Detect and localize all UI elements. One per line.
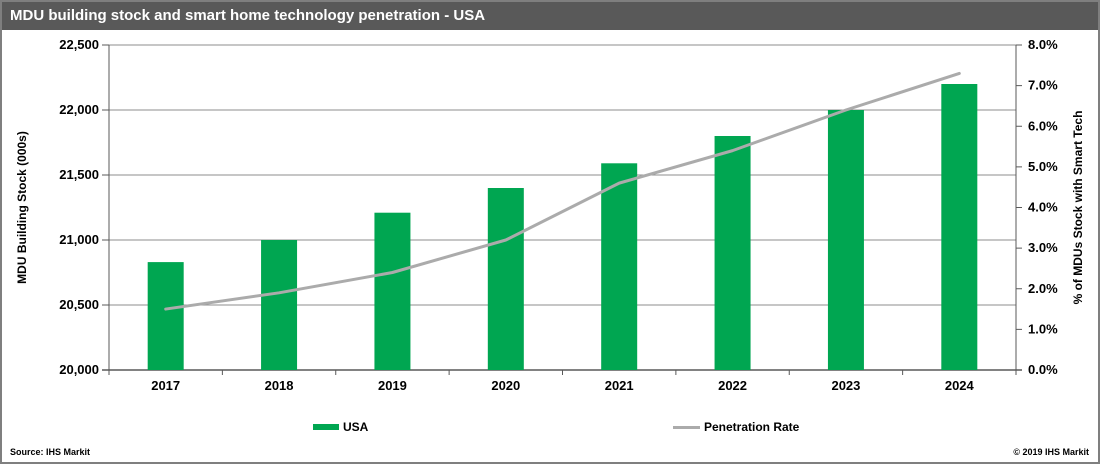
left-axis-tick-label: 21,500 (59, 167, 99, 182)
left-axis-tick-label: 22,500 (59, 37, 99, 52)
x-axis-label-2023: 2023 (831, 378, 860, 393)
x-axis-label-2020: 2020 (491, 378, 520, 393)
legend-item-usa: USA (313, 417, 368, 437)
bar-2022 (714, 136, 751, 370)
x-axis-label-2019: 2019 (378, 378, 407, 393)
left-axis-tick-label: 21,000 (59, 232, 99, 247)
x-axis-label-2024: 2024 (945, 378, 975, 393)
right-axis-tick-label: 5.0% (1028, 159, 1058, 174)
bar-2019 (374, 212, 411, 370)
chart-legend: USA Penetration Rate (2, 417, 1098, 437)
bar-2021 (601, 163, 638, 370)
penetration-rate-line (164, 71, 961, 311)
right-axis-tick-label: 1.0% (1028, 321, 1058, 336)
right-axis-tick-label: 0.0% (1028, 362, 1058, 377)
source-note: Source: IHS Markit (10, 447, 91, 457)
left-axis-tick-label: 22,000 (59, 102, 99, 117)
right-axis-tick-label: 7.0% (1028, 78, 1058, 93)
right-axis-tick-label: 2.0% (1028, 281, 1058, 296)
bar-series-swatch-icon (313, 424, 339, 430)
bar-2018 (261, 240, 298, 370)
chart-title: MDU building stock and smart home techno… (2, 2, 1098, 30)
bar-2020 (487, 188, 524, 370)
bar-2017 (147, 262, 184, 370)
x-axis-label-2017: 2017 (151, 378, 180, 393)
left-axis-title: MDU Building Stock (000s) (15, 131, 29, 284)
legend-label-penetration-rate: Penetration Rate (704, 420, 800, 434)
right-axis-tick-label: 8.0% (1028, 37, 1058, 52)
bar-2024 (941, 84, 978, 370)
right-axis-tick-label: 4.0% (1028, 200, 1058, 215)
x-axis-label-2021: 2021 (605, 378, 634, 393)
left-axis-tick-label: 20,500 (59, 297, 99, 312)
x-axis-label-2022: 2022 (718, 378, 747, 393)
bar-2023 (827, 110, 864, 370)
line-series-swatch-icon (673, 425, 700, 429)
right-axis-tick-label: 3.0% (1028, 240, 1058, 255)
right-axis-tick-label: 6.0% (1028, 118, 1058, 133)
copyright-note: © 2019 IHS Markit (1013, 447, 1089, 457)
right-axis-title: % of MDUs Stock with Smart Tech (1071, 111, 1085, 305)
left-axis-tick-label: 20,000 (59, 362, 99, 377)
x-axis-label-2018: 2018 (265, 378, 294, 393)
legend-item-penetration-rate: Penetration Rate (673, 417, 799, 437)
chart-canvas: 20,000 20,500 21,000 21,500 22,000 22,500 0.0%… (15, 37, 1085, 393)
legend-label-usa: USA (343, 420, 369, 434)
